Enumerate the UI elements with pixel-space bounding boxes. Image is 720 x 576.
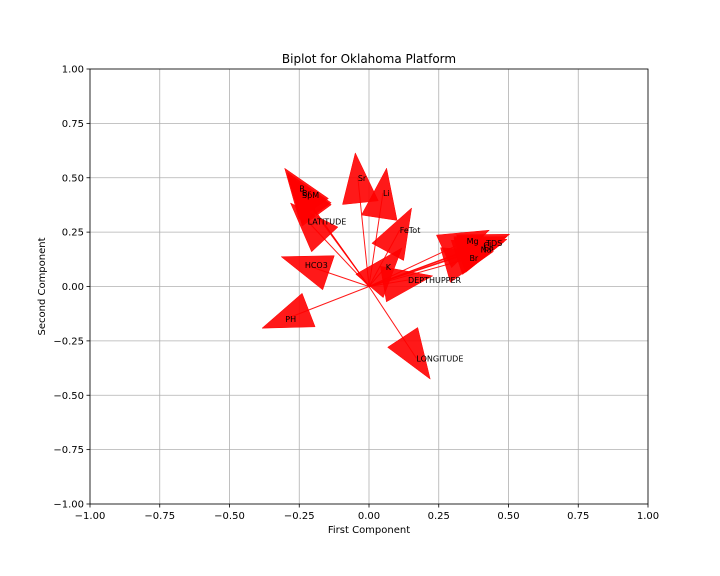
vector-arrowhead (380, 265, 434, 303)
vector-arrowhead (280, 255, 335, 291)
y-tick-label: 0.50 (62, 173, 84, 184)
x-tick-label: 1.00 (637, 511, 659, 522)
y-tick-label: −1.00 (53, 500, 84, 511)
vector-label: SpM (302, 191, 319, 200)
y-tick-label: −0.75 (53, 445, 84, 456)
vector-arrows (261, 152, 511, 380)
vector-arrowhead (440, 247, 495, 283)
vector-arrowhead (342, 152, 379, 205)
y-axis-label: Second Component (37, 237, 48, 335)
vector-label: Li (383, 189, 390, 198)
vector-label: DEPTHUPPER (408, 276, 462, 285)
x-axis-label: First Component (328, 525, 410, 536)
vector-arrowhead (289, 202, 339, 253)
vector-arrowhead (371, 207, 412, 261)
vector-label: Br (469, 254, 478, 263)
vector-arrowhead (361, 167, 398, 221)
x-tick-label: −1.00 (75, 511, 106, 522)
vector-arrowhead (261, 292, 316, 329)
vector-label: B (299, 185, 305, 194)
vector-label: Br (302, 189, 311, 198)
x-tick-label: 0.25 (428, 511, 450, 522)
x-tick-label: −0.75 (144, 511, 175, 522)
vector-label: TDS (485, 239, 502, 248)
x-tick-label: 0.75 (567, 511, 589, 522)
vector-label: FeTot (400, 226, 421, 235)
y-tick-label: −0.25 (53, 336, 84, 347)
y-tick-label: 0.25 (62, 228, 84, 239)
chart-title: Biplot for Oklahoma Platform (282, 52, 456, 66)
vector-arrowhead (387, 327, 431, 380)
axis-ticks: −1.00 −0.75 −0.50 −0.25 0.00 0.25 0.50 0.75 1.00… (53, 65, 659, 523)
vector-label: LONGITUDE (416, 354, 463, 363)
vector-label: LATITUDE (308, 217, 347, 226)
vector-arrowhead (286, 174, 332, 227)
vector-label: PH (285, 315, 296, 324)
x-tick-label: 0.00 (358, 511, 380, 522)
vector-label: Mg (467, 237, 479, 246)
y-tick-label: −0.50 (53, 391, 84, 402)
vector-label: Cl (483, 241, 491, 250)
x-tick-label: −0.25 (284, 511, 315, 522)
vector-label: K (386, 263, 392, 272)
x-tick-label: 0.50 (497, 511, 519, 522)
vector-label: HCO3 (305, 261, 328, 270)
x-tick-label: −0.50 (214, 511, 245, 522)
y-tick-label: 0.00 (62, 282, 84, 293)
y-tick-label: 1.00 (62, 65, 84, 76)
vector-label: Ca (483, 243, 494, 252)
y-tick-label: 0.75 (62, 119, 84, 130)
vector-label: Na (481, 246, 492, 255)
vector-label: Sr (358, 174, 367, 183)
